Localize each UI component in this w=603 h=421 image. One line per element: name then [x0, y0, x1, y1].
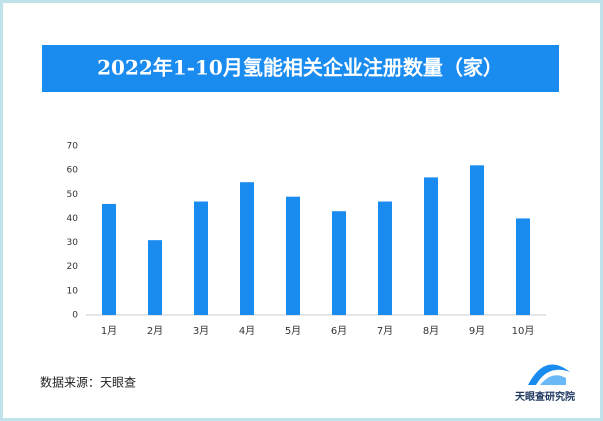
x-tick-label: 2月 — [147, 325, 163, 337]
bar — [516, 218, 530, 315]
bar — [102, 203, 116, 315]
y-tick-label: 70 — [67, 142, 79, 152]
x-tick-label: 8月 — [423, 325, 439, 337]
y-tick-label: 30 — [67, 238, 79, 248]
bar — [286, 196, 300, 315]
x-tick-label: 6月 — [331, 325, 347, 337]
bar — [378, 201, 392, 315]
x-tick-label: 4月 — [239, 325, 255, 337]
y-tick-label: 50 — [67, 190, 79, 200]
logo-icon — [528, 364, 570, 385]
bar — [148, 240, 162, 315]
title-banner — [42, 45, 559, 92]
source: 数据来源：天眼查 — [40, 375, 136, 390]
x-tick-label: 3月 — [193, 325, 209, 337]
x-tick-label: 1月 — [101, 325, 117, 337]
x-tick-label: 5月 — [285, 325, 301, 337]
y-tick-label: 40 — [67, 214, 79, 224]
y-tick-label: 10 — [67, 286, 79, 296]
bar — [332, 211, 346, 315]
y-tick-label: 60 — [67, 166, 79, 176]
x-tick-label: 7月 — [377, 325, 393, 337]
logo-icon — [540, 375, 566, 385]
bar — [470, 165, 484, 315]
logo-text: 天眼查研究院 — [515, 390, 575, 403]
logo: 天眼查研究院 — [515, 364, 575, 403]
bar — [194, 201, 208, 315]
bar — [424, 177, 438, 315]
x-tick-label: 9月 — [469, 325, 485, 337]
chart-title: 2022年1-10月氢能相关企业注册数量（家） — [97, 56, 503, 80]
x-tick-label: 10月 — [512, 325, 535, 337]
bar — [240, 182, 254, 315]
y-tick-label: 0 — [72, 311, 78, 321]
y-tick-label: 20 — [67, 262, 79, 272]
